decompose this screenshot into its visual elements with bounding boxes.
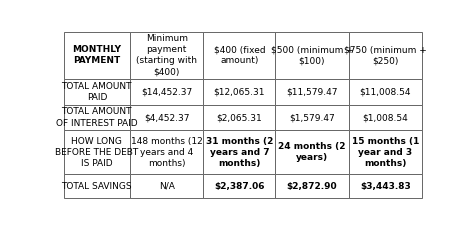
Text: $11,579.47: $11,579.47 — [286, 87, 337, 96]
Text: $2,065.31: $2,065.31 — [217, 113, 262, 122]
Text: $1,008.54: $1,008.54 — [363, 113, 408, 122]
Bar — [203, 32, 275, 79]
Text: $2,872.90: $2,872.90 — [287, 182, 337, 190]
Bar — [130, 79, 203, 105]
Bar — [275, 130, 349, 174]
Text: 31 months (2
years and 7
months): 31 months (2 years and 7 months) — [206, 137, 273, 168]
Text: Minimum
payment
(starting with
$400): Minimum payment (starting with $400) — [136, 34, 197, 76]
Text: 24 months (2
years): 24 months (2 years) — [278, 142, 346, 163]
Bar — [349, 105, 422, 130]
Text: $400 (fixed
amount): $400 (fixed amount) — [213, 45, 265, 65]
Text: $750 (minimum +
$250): $750 (minimum + $250) — [344, 45, 427, 65]
Bar — [64, 105, 130, 130]
Bar — [130, 32, 203, 79]
Text: TOTAL SAVINGS: TOTAL SAVINGS — [62, 182, 132, 190]
Text: $3,443.83: $3,443.83 — [360, 182, 411, 190]
Bar — [275, 32, 349, 79]
Bar — [64, 79, 130, 105]
Text: TOTAL AMOUNT
OF INTEREST PAID: TOTAL AMOUNT OF INTEREST PAID — [56, 108, 137, 128]
Bar — [349, 130, 422, 174]
Text: TOTAL AMOUNT
PAID: TOTAL AMOUNT PAID — [62, 82, 132, 102]
Text: $2,387.06: $2,387.06 — [214, 182, 264, 190]
Bar — [349, 32, 422, 79]
Bar — [64, 174, 130, 198]
Text: MONTHLY
PAYMENT: MONTHLY PAYMENT — [73, 45, 121, 65]
Bar — [203, 79, 275, 105]
Bar — [275, 174, 349, 198]
Text: $14,452.37: $14,452.37 — [141, 87, 192, 96]
Bar — [203, 174, 275, 198]
Bar — [349, 174, 422, 198]
Text: N/A: N/A — [159, 182, 175, 190]
Bar — [203, 130, 275, 174]
Bar — [130, 130, 203, 174]
Text: $4,452.37: $4,452.37 — [144, 113, 190, 122]
Text: HOW LONG
BEFORE THE DEBT
IS PAID: HOW LONG BEFORE THE DEBT IS PAID — [55, 137, 138, 168]
Bar — [275, 105, 349, 130]
Bar — [130, 105, 203, 130]
Text: 15 months (1
year and 3
months): 15 months (1 year and 3 months) — [352, 137, 419, 168]
Text: $11,008.54: $11,008.54 — [360, 87, 411, 96]
Bar — [130, 174, 203, 198]
Text: $1,579.47: $1,579.47 — [289, 113, 335, 122]
Bar — [349, 79, 422, 105]
Bar — [275, 79, 349, 105]
Text: 148 months (12
years and 4
months): 148 months (12 years and 4 months) — [131, 137, 202, 168]
Text: $12,065.31: $12,065.31 — [214, 87, 265, 96]
Bar — [203, 105, 275, 130]
Bar — [64, 32, 130, 79]
Text: $500 (minimum +
$100): $500 (minimum + $100) — [271, 45, 353, 65]
Bar — [64, 130, 130, 174]
